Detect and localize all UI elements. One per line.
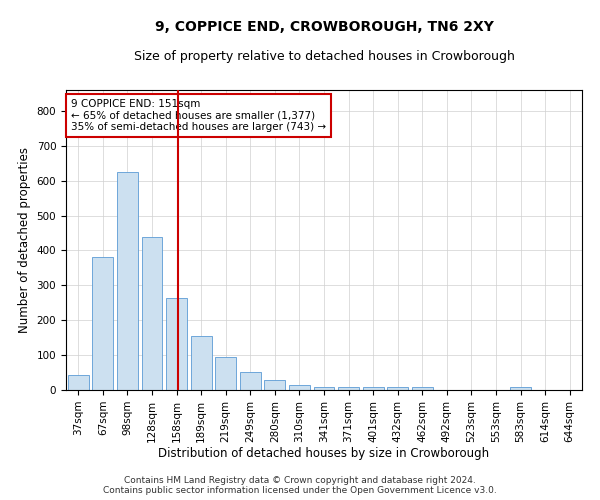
Bar — [289, 385, 310, 390]
Bar — [314, 386, 334, 390]
Bar — [142, 237, 163, 390]
Bar — [68, 376, 89, 390]
Bar — [166, 298, 187, 390]
Bar — [215, 357, 236, 390]
Bar — [387, 386, 408, 390]
Bar — [240, 372, 261, 390]
Bar — [92, 258, 113, 390]
Y-axis label: Number of detached properties: Number of detached properties — [18, 147, 31, 333]
Text: Contains HM Land Registry data © Crown copyright and database right 2024.
Contai: Contains HM Land Registry data © Crown c… — [103, 476, 497, 495]
Bar — [338, 386, 359, 390]
Bar — [362, 386, 383, 390]
Bar — [117, 172, 138, 390]
Text: 9, COPPICE END, CROWBOROUGH, TN6 2XY: 9, COPPICE END, CROWBOROUGH, TN6 2XY — [155, 20, 493, 34]
X-axis label: Distribution of detached houses by size in Crowborough: Distribution of detached houses by size … — [158, 448, 490, 460]
Bar — [191, 336, 212, 390]
Bar — [265, 380, 286, 390]
Text: Size of property relative to detached houses in Crowborough: Size of property relative to detached ho… — [134, 50, 514, 63]
Text: 9 COPPICE END: 151sqm
← 65% of detached houses are smaller (1,377)
35% of semi-d: 9 COPPICE END: 151sqm ← 65% of detached … — [71, 99, 326, 132]
Bar — [510, 387, 531, 390]
Bar — [412, 386, 433, 390]
